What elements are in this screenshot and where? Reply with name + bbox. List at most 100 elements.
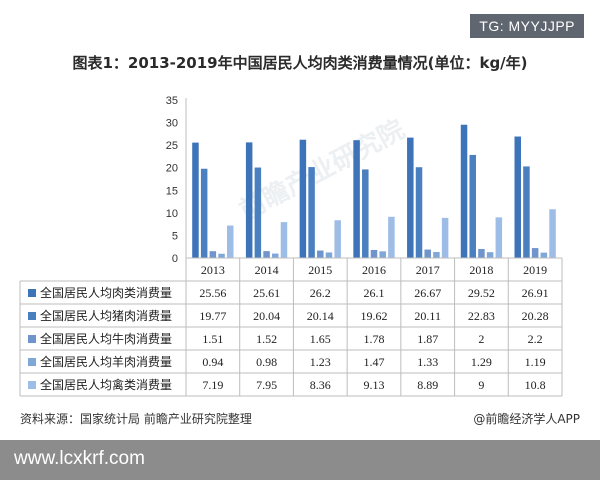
- x-tick-label: 2015: [308, 263, 332, 277]
- data-label: 2.2: [528, 332, 543, 346]
- bar: [495, 217, 503, 258]
- data-label: 7.19: [202, 378, 223, 392]
- x-tick-label: 2016: [362, 263, 386, 277]
- bar: [549, 209, 556, 258]
- data-label: 26.91: [522, 286, 549, 300]
- data-label: 22.83: [468, 309, 495, 323]
- data-label: 1.65: [310, 332, 331, 346]
- data-label: 26.67: [414, 286, 441, 300]
- bar: [317, 250, 324, 258]
- data-label: 9: [478, 378, 484, 392]
- bar: [227, 225, 234, 258]
- data-label: 25.56: [199, 286, 226, 300]
- x-tick-label: 2018: [469, 263, 493, 277]
- bar: [272, 253, 279, 258]
- bar: [254, 167, 262, 258]
- bar: [514, 136, 521, 258]
- data-label: 1.47: [364, 355, 385, 369]
- source-note: 资料来源：国家统计局 前瞻产业研究院整理: [20, 412, 252, 426]
- x-tick-label: 2013: [201, 263, 225, 277]
- legend-swatch: [28, 312, 36, 320]
- url-band: www.lcxkrf.com: [0, 440, 600, 480]
- data-label: 25.61: [253, 286, 280, 300]
- tag-badge: TG: MYYJJPP: [470, 14, 584, 38]
- data-label: 26.1: [364, 286, 385, 300]
- legend-swatch: [28, 381, 36, 389]
- data-label: 19.77: [199, 309, 226, 323]
- bar: [379, 251, 386, 258]
- legend-swatch: [28, 335, 36, 343]
- bar: [308, 167, 315, 258]
- bar: [370, 249, 378, 258]
- data-label: 1.19: [525, 355, 546, 369]
- chart-title: 图表1：2013-2019年中国居民人均肉类消费量情况(单位：kg/年): [72, 54, 528, 72]
- data-label: 8.89: [417, 378, 438, 392]
- y-tick-label: 0: [172, 253, 178, 265]
- bar: [353, 140, 360, 258]
- data-label: 1.33: [417, 355, 438, 369]
- bar: [245, 142, 253, 258]
- y-tick-label: 30: [166, 118, 178, 130]
- data-label: 19.62: [361, 309, 388, 323]
- data-label: 20.28: [522, 309, 549, 323]
- url-text: www.lcxkrf.com: [14, 448, 145, 469]
- x-tick-label: 2017: [416, 263, 440, 277]
- x-tick-label: 2014: [255, 263, 279, 277]
- bar: [486, 252, 494, 258]
- y-tick-label: 20: [166, 163, 178, 175]
- bar: [433, 251, 440, 258]
- bar: [362, 169, 369, 258]
- data-label: 20.11: [414, 309, 441, 323]
- bar: [388, 216, 395, 258]
- y-tick-label: 15: [166, 185, 178, 197]
- bar: [407, 137, 414, 258]
- bar: [460, 124, 468, 259]
- bar: [540, 252, 548, 258]
- brand-note: @前瞻经济学人APP: [473, 412, 580, 426]
- bar: [523, 166, 530, 258]
- bar: [192, 142, 199, 258]
- legend-label: 全国居民人均牛肉消费量: [40, 331, 172, 346]
- bar: [441, 217, 449, 258]
- data-label: 0.94: [202, 355, 223, 369]
- y-tick-label: 25: [166, 140, 178, 152]
- bar: [200, 168, 208, 258]
- legend-label: 全国居民人均羊肉消费量: [40, 354, 172, 369]
- legend-label: 全国居民人均禽类消费量: [40, 377, 172, 392]
- data-label: 29.52: [468, 286, 495, 300]
- bar: [299, 139, 307, 258]
- data-label: 26.2: [310, 286, 331, 300]
- bar: [424, 249, 431, 258]
- bar: [334, 220, 341, 258]
- data-label: 8.36: [310, 378, 331, 392]
- bar: [263, 251, 270, 258]
- data-label: 1.78: [364, 332, 385, 346]
- data-label: 10.8: [525, 378, 546, 392]
- bar: [531, 248, 539, 258]
- bar: [325, 252, 333, 258]
- data-label: 20.14: [307, 309, 334, 323]
- data-label: 9.13: [364, 378, 385, 392]
- bar: [415, 167, 423, 258]
- bar: [209, 251, 217, 258]
- y-tick-label: 5: [172, 230, 178, 242]
- data-label: 1.23: [310, 355, 331, 369]
- data-label: 1.52: [256, 332, 277, 346]
- legend-label: 全国居民人均肉类消费量: [40, 285, 172, 300]
- bar: [469, 154, 476, 258]
- data-label: 1.29: [471, 355, 492, 369]
- data-label: 7.95: [256, 378, 277, 392]
- data-label: 2: [478, 332, 484, 346]
- legend-swatch: [28, 358, 36, 366]
- bar: [280, 222, 288, 258]
- bar: [218, 253, 225, 258]
- data-label: 1.51: [202, 332, 223, 346]
- y-tick-label: 10: [166, 208, 178, 220]
- data-label: 0.98: [256, 355, 277, 369]
- legend-swatch: [28, 289, 36, 297]
- data-label: 20.04: [253, 309, 280, 323]
- bar: [478, 248, 485, 258]
- legend-label: 全国居民人均猪肉消费量: [40, 308, 172, 323]
- y-tick-label: 35: [166, 95, 178, 107]
